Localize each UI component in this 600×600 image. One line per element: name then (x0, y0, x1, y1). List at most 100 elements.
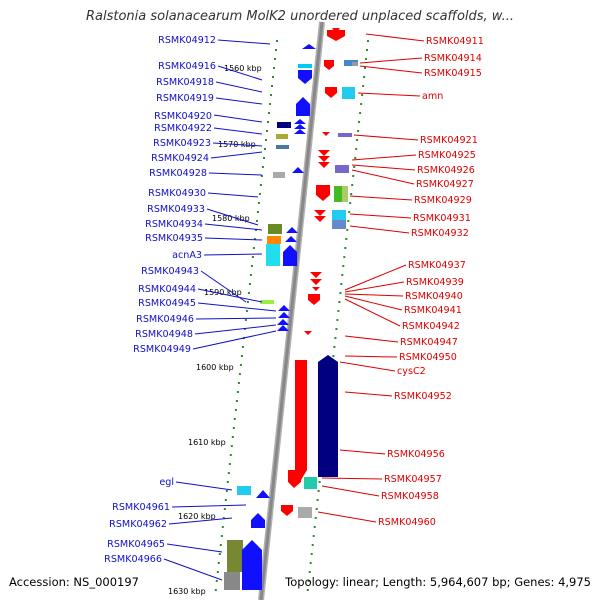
gene-label[interactable]: RSMK04927 (416, 179, 474, 190)
gene-label[interactable]: RSMK04940 (405, 291, 463, 302)
gene-label[interactable]: RSMK04962 (109, 519, 167, 530)
gene-label[interactable]: acnA3 (172, 250, 202, 261)
gene-label[interactable]: RSMK04921 (420, 135, 478, 146)
gene-label[interactable]: RSMK04915 (424, 68, 482, 79)
gene-label[interactable]: RSMK04937 (408, 260, 466, 271)
gene-label[interactable]: cysC2 (397, 366, 426, 377)
gene-label[interactable]: RSMK04961 (112, 502, 170, 513)
connector-line (344, 281, 405, 293)
position-dot (246, 301, 249, 303)
connector-line (204, 237, 263, 241)
gene-label[interactable]: RSMK04935 (145, 233, 203, 244)
gene-label[interactable]: RSMK04925 (418, 150, 476, 161)
gene-label[interactable]: RSMK04914 (424, 53, 482, 64)
scale-tick-label: 1560 kbp (224, 64, 262, 73)
position-dot (252, 247, 255, 249)
position-dot (224, 499, 227, 501)
connector-line (213, 127, 263, 135)
gene-label[interactable]: RSMK04928 (149, 168, 207, 179)
position-dot (340, 283, 343, 285)
gene-label[interactable]: RSMK04923 (153, 138, 211, 149)
connector-line (192, 330, 277, 350)
gene-label[interactable]: RSMK04918 (156, 77, 214, 88)
position-dot (268, 112, 270, 114)
gene-glyph (278, 305, 290, 311)
gene-label[interactable]: RSMK04920 (154, 111, 212, 122)
position-dot (335, 328, 338, 330)
gene-label[interactable]: RSMK04949 (133, 344, 191, 355)
gene-label[interactable]: RSMK04950 (399, 352, 457, 363)
connector-line (213, 114, 263, 123)
gene-glyph (267, 236, 281, 244)
gene-label[interactable]: RSMK04956 (387, 449, 445, 460)
gene-label[interactable]: RSMK04930 (148, 188, 206, 199)
gene-label[interactable]: RSMK04952 (394, 391, 452, 402)
gene-label[interactable]: RSMK04939 (406, 277, 464, 288)
gene-label[interactable]: RSMK04947 (400, 337, 458, 348)
gene-label[interactable]: RSMK04958 (381, 491, 439, 502)
gene-label[interactable]: RSMK04941 (404, 305, 462, 316)
position-dot (333, 346, 336, 348)
gene-label[interactable]: RSMK04945 (138, 298, 196, 309)
gene-label[interactable]: RSMK04924 (151, 153, 209, 164)
gene-glyph (285, 236, 297, 242)
gene-label[interactable]: amn (422, 91, 443, 102)
connector-line (344, 335, 399, 343)
gene-label[interactable]: RSMK04919 (156, 93, 214, 104)
gene-label[interactable]: RSMK04911 (426, 36, 484, 47)
gene-label[interactable]: RSMK04942 (402, 321, 460, 332)
gene-glyph (318, 355, 338, 362)
position-dot (245, 310, 248, 312)
gene-label[interactable]: RSMK04916 (158, 61, 216, 72)
gene-label[interactable]: RSMK04931 (413, 213, 471, 224)
gene-glyph (318, 162, 330, 168)
gene-glyph (310, 272, 322, 278)
connector-line (353, 134, 419, 141)
gene-glyph (283, 245, 297, 266)
scale-tick-label: 1620 kbp (178, 512, 216, 521)
position-dot (235, 400, 238, 402)
gene-label[interactable]: RSMK04960 (378, 517, 436, 528)
position-dot (265, 139, 267, 141)
gene-label[interactable]: RSMK04943 (141, 266, 199, 277)
position-dot (216, 571, 219, 573)
gene-label[interactable]: RSMK04932 (411, 228, 469, 239)
gene-label[interactable]: RSMK04966 (104, 554, 162, 565)
position-dot (337, 310, 340, 312)
gene-glyph (298, 70, 312, 84)
gene-label[interactable]: RSMK04946 (136, 314, 194, 325)
position-dot (306, 589, 309, 591)
connector-line (215, 97, 263, 105)
position-dot (346, 229, 349, 231)
gene-label[interactable]: RSMK04912 (158, 35, 216, 46)
gene-label[interactable]: RSMK04934 (145, 219, 203, 230)
connector-line (171, 504, 247, 508)
connector-line (206, 208, 259, 226)
gene-label[interactable]: egl (159, 477, 174, 488)
gene-label[interactable]: RSMK04929 (414, 195, 472, 206)
gene-label[interactable]: RSMK04957 (384, 474, 442, 485)
scale-tick-label: 1610 kbp (188, 438, 226, 447)
gene-glyph (335, 165, 349, 173)
gene-label[interactable]: RSMK04944 (138, 284, 196, 295)
position-dot (226, 481, 229, 483)
connector-line (163, 558, 223, 581)
position-dot (263, 157, 265, 159)
gene-label[interactable]: RSMK04948 (135, 329, 193, 340)
position-dot (309, 562, 312, 564)
gene-label[interactable]: RSMK04922 (154, 123, 212, 134)
gene-glyph (273, 172, 285, 178)
gene-label[interactable]: RSMK04933 (147, 204, 205, 215)
position-dot (218, 553, 221, 555)
gene-glyph (314, 216, 326, 222)
gene-label[interactable]: RSMK04965 (107, 539, 165, 550)
position-dot (361, 94, 364, 96)
position-dot (269, 103, 271, 105)
position-dot (247, 292, 250, 294)
position-dot (232, 427, 235, 429)
gene-label[interactable]: RSMK04926 (417, 165, 475, 176)
connector-line (203, 253, 263, 256)
scale-tick-label: 1590 kbp (204, 288, 242, 297)
connector-line (349, 213, 412, 219)
position-dot (366, 49, 368, 51)
